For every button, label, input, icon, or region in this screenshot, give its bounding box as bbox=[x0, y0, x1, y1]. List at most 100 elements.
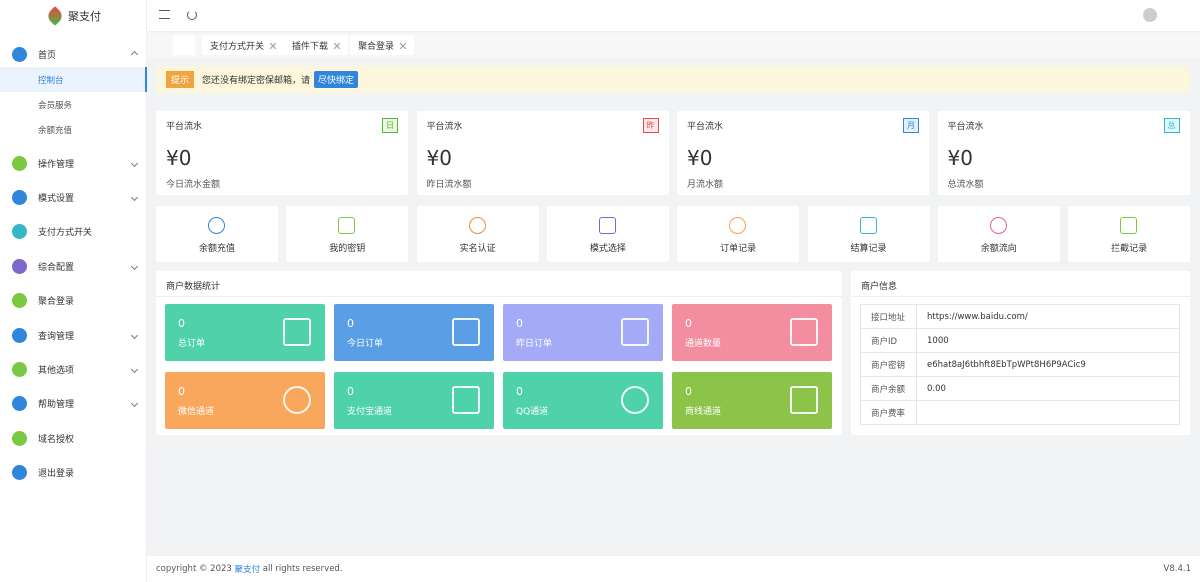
tab-bar: 支付方式开关 插件下载 聚合登录 bbox=[147, 33, 1200, 58]
close-icon bbox=[333, 42, 341, 50]
menu-label: 帮助管理 bbox=[38, 400, 75, 411]
menu-item[interactable]: 域名授权 bbox=[0, 423, 147, 453]
info-table: 接口地址 https://www.baidu.com/商户ID 1000 商户密钥 e6… bbox=[860, 304, 1180, 425]
menu-item[interactable]: 聚合登录 bbox=[0, 286, 147, 316]
stat-label: 月流水额 bbox=[687, 180, 724, 190]
shortcut-icon bbox=[729, 217, 747, 234]
menu-label: 操作管理 bbox=[38, 159, 75, 170]
info-key: 商户费率 bbox=[860, 400, 917, 425]
menu-label: 退出登录 bbox=[38, 469, 75, 480]
shortcut-icon bbox=[859, 217, 877, 234]
info-row: 商户余额 0.00 bbox=[860, 376, 1180, 401]
menu-item[interactable]: 支付方式开关 bbox=[0, 217, 147, 247]
tile-value: 0 bbox=[347, 385, 354, 398]
stat-value: ¥0 bbox=[426, 146, 452, 170]
chevron bbox=[130, 365, 139, 373]
refresh[interactable] bbox=[187, 10, 197, 20]
tile-icon bbox=[283, 386, 311, 414]
shortcut-label: 我的密钥 bbox=[329, 244, 366, 254]
menu-item[interactable]: 帮助管理 bbox=[0, 389, 147, 419]
brand-name: 聚支付 bbox=[68, 10, 101, 23]
shortcut[interactable]: 订单记录 bbox=[677, 206, 800, 262]
shortcut-label: 余额流向 bbox=[980, 244, 1017, 254]
tile-value: 0 bbox=[178, 385, 185, 398]
shortcut-icon bbox=[1120, 217, 1138, 234]
stat-tile: 0 今日订单 bbox=[334, 304, 494, 361]
tab-label: 插件下载 bbox=[292, 41, 329, 52]
shortcut-label: 模式选择 bbox=[589, 244, 626, 254]
tile-label: QQ通道 bbox=[516, 407, 549, 417]
stat-badge: 昨 bbox=[642, 118, 659, 133]
submenu-item[interactable]: 余额充值 bbox=[38, 125, 73, 136]
menu-icon bbox=[12, 361, 27, 377]
version: V8.4.1 bbox=[1163, 564, 1191, 574]
submenu-item[interactable]: 会员服务 bbox=[38, 100, 73, 111]
tile-label: 总订单 bbox=[178, 339, 206, 349]
stat-badge: 总 bbox=[1163, 118, 1180, 133]
stat-tile: 0 QQ通道 bbox=[503, 372, 663, 429]
footer-brand[interactable]: 聚支付 bbox=[234, 565, 261, 575]
menu-label: 首页 bbox=[38, 50, 57, 61]
info-row: 接口地址 https://www.baidu.com/ bbox=[860, 304, 1180, 329]
divider bbox=[156, 296, 842, 297]
avatar[interactable] bbox=[1143, 8, 1157, 22]
shortcut-icon bbox=[208, 217, 225, 234]
shortcut-label: 结算记录 bbox=[850, 244, 887, 254]
tab[interactable]: 插件下载 bbox=[284, 35, 349, 55]
menu-item[interactable]: 首页 bbox=[0, 39, 147, 69]
menu-item[interactable]: 退出登录 bbox=[0, 458, 147, 488]
tab-label: 聚合登录 bbox=[358, 41, 395, 52]
stat-tile: 0 总订单 bbox=[165, 304, 325, 361]
shortcut-icon bbox=[598, 217, 616, 234]
menu-label: 其他选项 bbox=[38, 365, 75, 376]
tile-icon bbox=[621, 386, 649, 414]
shortcut-label: 订单记录 bbox=[720, 244, 757, 254]
shortcut[interactable]: 余额流向 bbox=[937, 206, 1060, 262]
chevron bbox=[130, 400, 139, 408]
tile-icon bbox=[452, 386, 480, 414]
logo bbox=[45, 6, 65, 26]
tab[interactable]: 支付方式开关 bbox=[202, 35, 285, 55]
menu-icon bbox=[12, 293, 27, 309]
stat-badge: 日 bbox=[382, 118, 398, 133]
shortcut-icon bbox=[989, 217, 1007, 234]
shortcut[interactable]: 结算记录 bbox=[807, 206, 930, 262]
shortcut[interactable]: 拦截记录 bbox=[1068, 206, 1191, 262]
notice-button[interactable]: 尽快绑定 bbox=[314, 71, 359, 88]
stat-value: ¥0 bbox=[166, 146, 192, 170]
close-icon bbox=[269, 42, 277, 50]
tile-icon bbox=[621, 318, 649, 346]
menu-item[interactable]: 模式设置 bbox=[0, 182, 147, 212]
tile-icon bbox=[283, 318, 311, 346]
stat-label: 昨日流水额 bbox=[426, 180, 472, 190]
submenu-item[interactable]: 控制台 bbox=[0, 67, 147, 92]
divider bbox=[851, 296, 1190, 297]
brand: 聚支付 bbox=[45, 6, 101, 26]
stat-title: 平台流水 bbox=[947, 122, 984, 132]
shortcut[interactable]: 余额充值 bbox=[156, 206, 278, 262]
menu-item[interactable]: 综合配置 bbox=[0, 251, 147, 281]
shortcut[interactable]: 模式选择 bbox=[546, 206, 669, 262]
home-tab[interactable] bbox=[173, 35, 195, 55]
shortcut[interactable]: 我的密钥 bbox=[286, 206, 409, 262]
menu-item[interactable]: 操作管理 bbox=[0, 148, 147, 178]
menu-item[interactable]: 查询管理 bbox=[0, 320, 147, 350]
tile-value: 0 bbox=[178, 317, 185, 330]
info-value bbox=[916, 400, 1180, 425]
stat-tile: 0 微信通道 bbox=[165, 372, 325, 429]
stat-badge: 月 bbox=[903, 118, 919, 133]
tile-label: 商线通道 bbox=[685, 407, 722, 417]
menu-icon bbox=[12, 46, 27, 62]
menu-label: 支付方式开关 bbox=[38, 228, 93, 239]
tab-close[interactable] bbox=[269, 42, 277, 50]
tab-close[interactable] bbox=[333, 42, 341, 50]
shortcut[interactable]: 实名认证 bbox=[416, 206, 539, 262]
chevron bbox=[130, 262, 139, 270]
menu-toggle[interactable] bbox=[159, 10, 170, 19]
tab-close[interactable] bbox=[399, 42, 407, 50]
tab[interactable]: 聚合登录 bbox=[350, 35, 415, 55]
tile-label: 微信通道 bbox=[178, 407, 215, 417]
info-key: 商户ID bbox=[860, 328, 917, 353]
menu-item[interactable]: 其他选项 bbox=[0, 354, 147, 384]
